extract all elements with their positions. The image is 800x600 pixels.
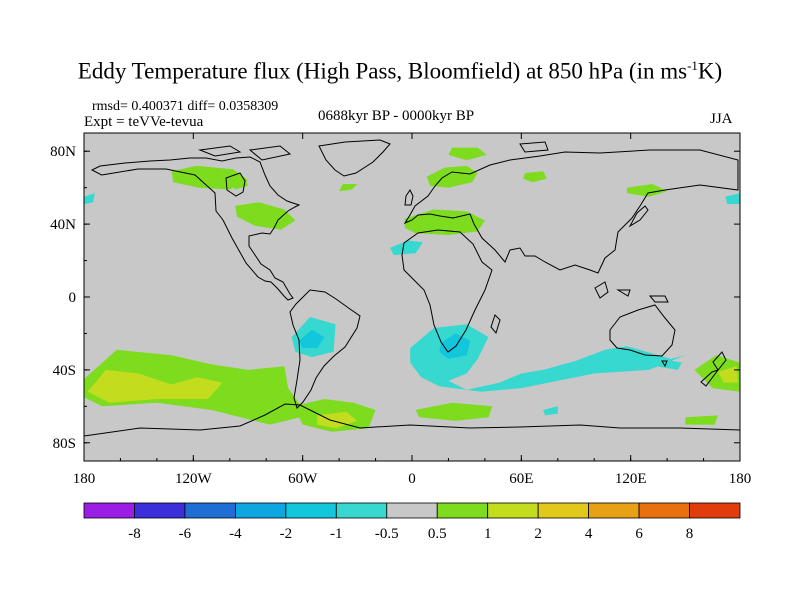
stats-label: rmsd= 0.400371 diff= 0.0358309 [92,99,279,114]
colorbar-label: 2 [534,526,542,542]
anomaly-scandinavia-pos [426,165,478,188]
anomaly-hudson-region-pos [229,176,248,190]
coastlines [84,139,740,437]
anomaly-north-africa-neg [390,240,423,256]
anomaly-great-lakes-pos [235,202,296,230]
anomaly-north-atlantic-pos [448,147,487,161]
anomaly-east-siberia-pos [627,184,668,197]
colorbar-label: 0.5 [428,526,447,542]
colorbar-swatch [689,502,741,519]
lat-tick-label: 40S [53,363,76,379]
colorbar-swatch [588,502,640,519]
lat-tick-label: 80N [50,144,76,160]
colorbar-label: -4 [229,526,242,542]
colorbar-swatch [134,502,186,519]
season-label: JJA [710,111,733,127]
anomaly-australia-south-neg [630,357,682,370]
colorbar-swatch [335,502,388,519]
colorbar-label: -6 [179,526,192,542]
anomaly-kerguelen-neg [543,406,558,416]
colorbar-swatch [386,502,438,519]
period-label: 0688kyr BP - 0000kyr BP [318,108,475,124]
colorbar-label: 1 [484,526,492,542]
colorbar-label: 8 [686,526,694,542]
anomaly-s-pacific-belt-yellow [87,369,223,403]
colorbar: -8 -6 -4 -2 -1 -0.5 0.5 1 2 4 6 8 [83,502,741,542]
anomaly-s-indian-ocean-pos [415,402,493,421]
lon-tick-label: 0 [408,471,416,487]
lat-tick-label: 0 [69,290,77,306]
anomaly-pacific-west-neg [725,193,740,205]
anomaly-mediterranean-pos [404,209,485,235]
colorbar-label: 4 [585,526,593,542]
anomaly-new-zealand-yellow [718,366,739,383]
map-title: Eddy Temperature flux (High Pass, Bloomf… [77,58,723,84]
lat-tick-label: 80S [53,436,76,452]
anomaly-pacific-east-neg [84,193,95,205]
colorbar-swatch [184,502,236,519]
map-axes: 80N 40N 0 40S 80S 180 120W 60W 0 60E 120E 180 [50,133,751,487]
lon-tick-label: 120E [615,471,647,487]
colorbar-swatch [83,502,135,519]
colorbar-swatch [537,502,590,519]
anomaly-southern-africa-neg-inner [439,333,471,359]
colorbar-label: -1 [330,526,343,542]
colorbar-swatch [436,502,489,519]
anomaly-west-siberia-pos [523,171,547,183]
colorbar-label: 6 [635,526,643,542]
anomaly-south-america-neg-inner [299,329,325,348]
lon-tick-label: 60W [288,471,318,487]
lon-tick-label: 180 [729,471,752,487]
colorbar-label: -0.5 [375,526,399,542]
lon-tick-label: 180 [73,471,96,487]
lon-tick-label: 60E [509,471,533,487]
experiment-label: Expt = teVVe-tevua [84,114,204,130]
colorbar-label: -8 [128,526,141,542]
anomaly-ross-sea-pos [685,415,719,425]
colorbar-label: -2 [280,526,293,542]
anomaly-greenland-east-pos [339,184,358,192]
lon-tick-label: 120W [175,471,213,487]
colorbar-swatch [234,502,287,519]
anomaly-shading [84,147,740,432]
anomaly-southern-africa-neg [410,324,686,392]
colorbar-swatch [487,502,539,519]
colorbar-swatch [638,502,690,519]
anomaly-new-zealand-pos [694,355,740,392]
lat-tick-label: 40N [50,217,76,233]
colorbar-swatch [285,502,337,519]
anomaly-n-america-north-pos [171,165,248,190]
